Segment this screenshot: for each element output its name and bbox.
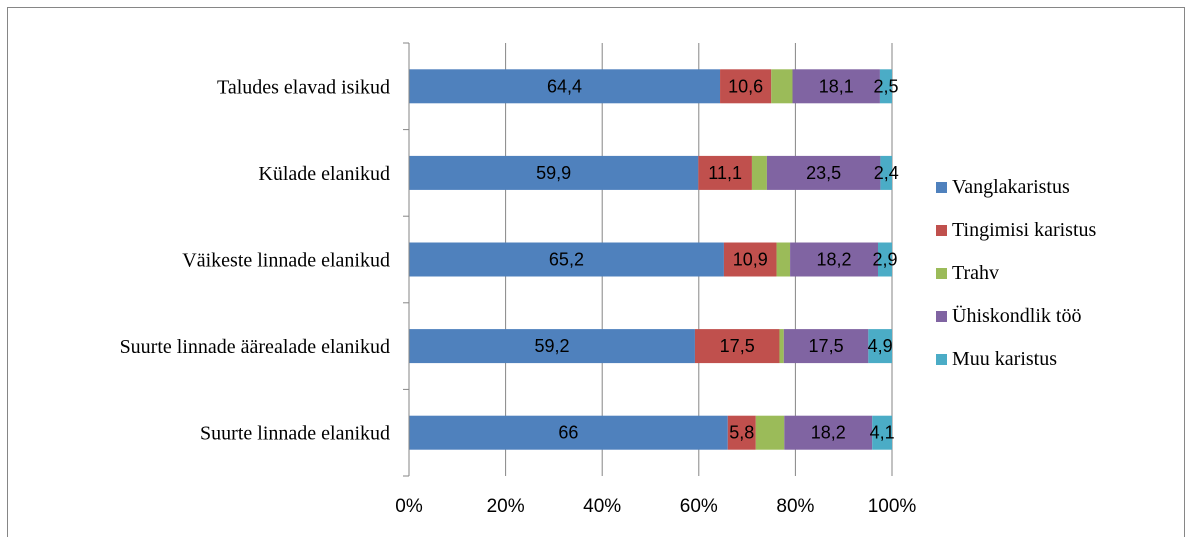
bar-segment <box>771 69 793 104</box>
data-label: 23,5 <box>806 163 841 183</box>
data-label: 4,9 <box>868 336 893 356</box>
data-label: 11,1 <box>708 163 742 183</box>
data-label: 2,4 <box>874 163 899 183</box>
bar-segment <box>880 155 892 190</box>
legend-swatch <box>936 311 947 322</box>
bars: 64,4 10,6 18,1 2,5 59,9 11,1 23,5 2,4 65,2 10,9 18… <box>409 69 899 450</box>
legend-label: Ühiskondlik töö <box>952 304 1081 327</box>
bar-segment <box>694 329 780 364</box>
category-label: Väikeste linnade elanikud <box>182 250 390 272</box>
bar-segment <box>877 242 892 277</box>
bar-segment <box>755 415 785 450</box>
category-label: Suurte linnade äärealade elanikud <box>120 336 390 358</box>
data-label: 4,1 <box>870 423 895 443</box>
x-tick-label: 20% <box>487 496 525 517</box>
chart-frame: 64,4 10,6 18,1 2,5 59,9 11,1 23,5 2,4 65,2 10,9 18… <box>7 7 1185 537</box>
data-label: 18,2 <box>817 250 852 270</box>
bar-segment <box>790 242 878 277</box>
legend-label: Tingimisi karistus <box>952 219 1097 241</box>
data-label: 66 <box>558 423 578 443</box>
legend: Vanglakaristus Tingimisi karistus Trahv Ühi… <box>936 176 1097 370</box>
category-label: Taludes elavad isikud <box>217 76 390 98</box>
data-label: 59,2 <box>534 336 569 356</box>
bar-segment <box>409 242 724 277</box>
bar-segment <box>409 69 721 104</box>
bar-segment <box>723 242 777 277</box>
legend-label: Vanglakaristus <box>952 176 1070 198</box>
stacked-bar-chart: 64,4 10,6 18,1 2,5 59,9 11,1 23,5 2,4 65,2 10,9 18… <box>120 42 1097 517</box>
bar-segment <box>872 415 892 450</box>
legend-label: Trahv <box>952 262 999 284</box>
bar-segment <box>868 329 892 364</box>
data-label: 2,5 <box>873 76 898 96</box>
data-label: 64,4 <box>547 76 582 96</box>
x-tick-label: 100% <box>868 496 917 517</box>
bar-segment <box>751 155 767 190</box>
category-label: Külade elanikud <box>258 163 390 185</box>
bar-segment <box>879 69 892 104</box>
x-tick-label: 80% <box>776 496 814 517</box>
data-label: 18,1 <box>819 76 854 96</box>
bar-segment <box>409 415 728 450</box>
bar-segment <box>698 155 752 190</box>
bar-segment <box>784 415 873 450</box>
data-label: 10,9 <box>733 250 768 270</box>
data-label: 17,5 <box>809 336 844 356</box>
legend-swatch <box>936 268 947 279</box>
legend-swatch <box>936 354 947 365</box>
bar-segment <box>776 242 791 277</box>
bar-segment <box>409 155 699 190</box>
category-label: Suurte linnade elanikud <box>200 423 390 445</box>
data-label: 2,9 <box>872 250 897 270</box>
x-tick-label: 40% <box>583 496 621 517</box>
data-label: 17,5 <box>720 336 755 356</box>
legend-swatch <box>936 225 947 236</box>
legend-label: Muu karistus <box>952 348 1057 370</box>
bar-segment <box>792 69 880 104</box>
bar-segment <box>783 329 869 364</box>
legend-swatch <box>936 182 947 193</box>
data-label: 18,2 <box>811 423 846 443</box>
data-label: 10,6 <box>728 76 763 96</box>
data-label: 59,9 <box>536 163 571 183</box>
data-label: 65,2 <box>549 250 584 270</box>
bar-segment <box>409 329 695 364</box>
bar-segment <box>720 69 772 104</box>
axes: 0% 20% 40% 60% 80% 100% Taludes elavad isikud K… <box>120 42 917 517</box>
bar-segment <box>779 329 784 364</box>
x-tick-label: 60% <box>680 496 718 517</box>
bar-segment <box>727 415 756 450</box>
bar-segment <box>766 155 881 190</box>
data-label: 5,8 <box>729 423 754 443</box>
x-tick-label: 0% <box>395 496 423 517</box>
